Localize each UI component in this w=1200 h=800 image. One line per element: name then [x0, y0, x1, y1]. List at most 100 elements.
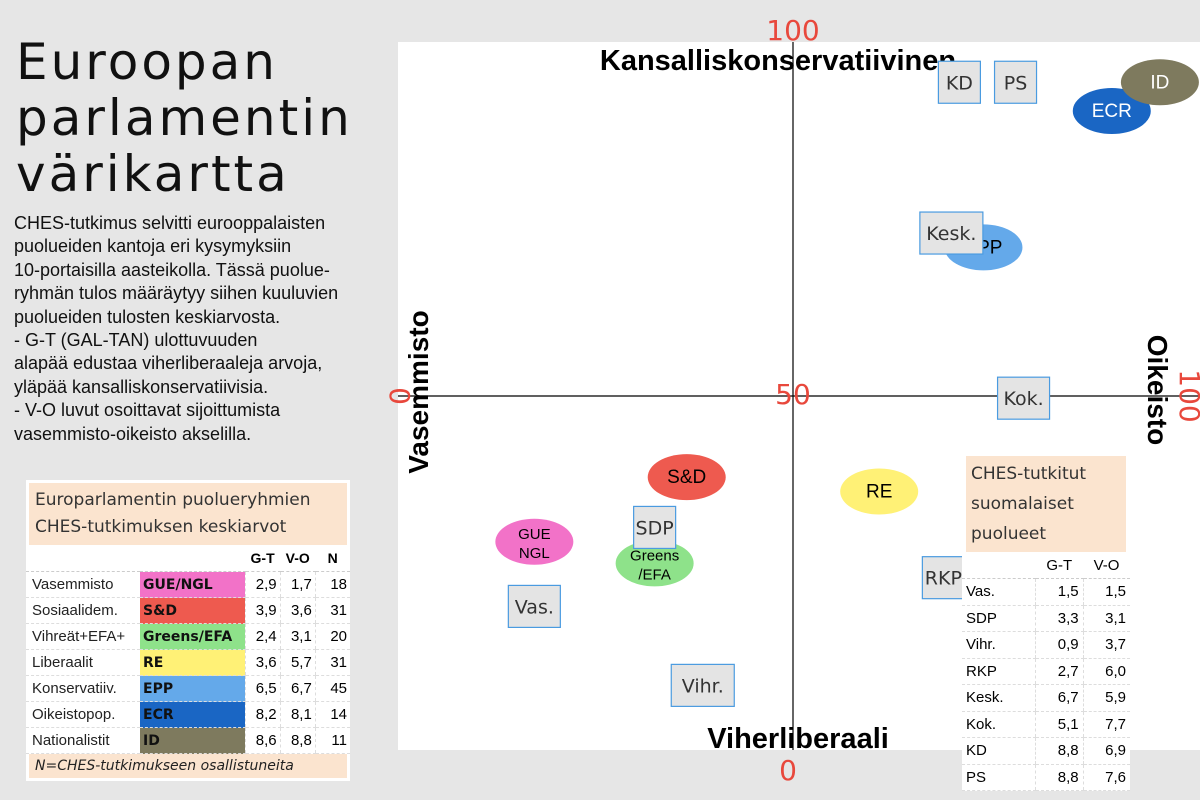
- group-table-header-blank: [140, 545, 245, 572]
- finnish-table-header-vo: V-O: [1083, 552, 1130, 579]
- finnish-table-row: SDP 3,3 3,1: [962, 605, 1130, 632]
- party-label: PS: [1004, 72, 1028, 94]
- group-label: ECR: [1092, 101, 1132, 122]
- group-category-cell: Liberaalit: [26, 649, 141, 676]
- group-name-cell: RE: [140, 649, 245, 676]
- party-label: Kesk.: [926, 223, 976, 245]
- finnish-table-heading: CHES-tutkitut suomalaiset puolueet: [966, 456, 1126, 552]
- finnish-table-row: KD 8,8 6,9: [962, 737, 1130, 765]
- party-name-cell: Kok.: [962, 711, 1036, 738]
- page-title: Euroopan parlamentin värikartta: [16, 33, 353, 203]
- finnish-table-row: Vihr. 0,9 3,7: [962, 631, 1130, 659]
- group-category-cell: Nationalistit: [26, 727, 141, 754]
- party-label: Vas.: [515, 596, 554, 618]
- party-vo-cell: 3,1: [1082, 605, 1130, 632]
- group-vo-cell: 3,6: [279, 597, 316, 624]
- group-name-cell: GUE/NGL: [140, 571, 245, 598]
- group-name-cell: ECR: [140, 701, 245, 728]
- finnish-table-header-gt: G-T: [1035, 552, 1084, 579]
- group-table-header-gt: G-T: [245, 545, 281, 572]
- group-n-cell: 18: [314, 571, 350, 598]
- group-marker: [495, 518, 574, 565]
- party-label: RKP: [925, 568, 962, 590]
- party-name-cell: KD: [962, 737, 1036, 765]
- scatter-chart: Kansalliskonservatiivinen Viherliberaali G…: [398, 42, 1200, 750]
- party-name-cell: Vihr.: [962, 631, 1036, 659]
- party-vo-cell: 7,6: [1082, 764, 1130, 791]
- party-gt-cell: 2,7: [1034, 658, 1084, 685]
- party-vo-cell: 6,0: [1082, 658, 1130, 685]
- finnish-table-panel: CHES-tutkitut suomalaiset puolueet G-T V…: [962, 456, 1130, 791]
- party-marker: [937, 60, 982, 104]
- finnish-table-row: Kok. 5,1 7,7: [962, 711, 1130, 738]
- group-table-row: Nationalistit ID 8,6 8,8 11: [26, 727, 350, 754]
- party-name-cell: Kesk.: [962, 684, 1036, 712]
- group-gt-cell: 8,2: [244, 701, 281, 728]
- group-marker: [840, 468, 919, 515]
- finnish-table-row: PS 8,8 7,6: [962, 764, 1130, 791]
- party-name-cell: RKP: [962, 658, 1036, 685]
- group-n-cell: 20: [314, 623, 350, 650]
- group-table-panel: Europarlamentin puolueryhmien CHES-tutki…: [26, 480, 350, 781]
- group-label: ID: [1150, 72, 1169, 93]
- group-n-cell: 31: [314, 649, 350, 676]
- group-category-cell: Konservatiiv.: [26, 675, 141, 702]
- party-marker: [507, 584, 561, 629]
- group-marker: [615, 540, 694, 587]
- group-gt-cell: 2,9: [244, 571, 281, 598]
- party-label: SDP: [636, 517, 674, 539]
- party-gt-cell: 1,5: [1034, 578, 1084, 606]
- group-gt-cell: 8,6: [244, 727, 281, 754]
- group-table-footnote: N=CHES-tutkimukseen osallistuneita: [29, 754, 347, 778]
- group-marker: [1120, 59, 1199, 106]
- party-vo-cell: 7,7: [1082, 711, 1130, 738]
- finnish-table-header-row: G-T V-O: [962, 552, 1130, 579]
- group-table-heading: Europarlamentin puolueryhmien CHES-tutki…: [29, 483, 347, 545]
- group-n-cell: 11: [314, 727, 350, 754]
- group-table-row: Vihreät+EFA+ Greens/EFA 2,4 3,1 20: [26, 623, 350, 650]
- group-name-cell: EPP: [140, 675, 245, 702]
- group-name-cell: Greens/EFA: [140, 623, 245, 650]
- party-marker: [993, 60, 1038, 104]
- party-vo-cell: 1,5: [1082, 578, 1130, 606]
- party-label: Kok.: [1003, 388, 1043, 410]
- description-text: CHES-tutkimus selvitti eurooppalaisten p…: [14, 213, 339, 444]
- group-table: G-T V-O N Vasemmisto GUE/NGL 2,9 1,7 18 Sosia…: [26, 545, 350, 754]
- axis-label-top: Kansalliskonservatiivinen: [600, 45, 956, 77]
- group-vo-cell: 6,7: [279, 675, 316, 702]
- party-marker: [919, 211, 984, 255]
- group-vo-cell: 8,8: [279, 727, 316, 754]
- group-marker: [647, 454, 726, 501]
- party-gt-cell: 8,8: [1034, 764, 1084, 791]
- party-vo-cell: 5,9: [1082, 684, 1130, 712]
- group-vo-cell: 3,1: [279, 623, 316, 650]
- party-marker: [921, 556, 965, 600]
- finnish-table-row: Kesk. 6,7 5,9: [962, 684, 1130, 712]
- group-name-cell: S&D: [140, 597, 245, 624]
- group-vo-cell: 1,7: [279, 571, 316, 598]
- party-gt-cell: 3,3: [1034, 605, 1084, 632]
- party-gt-cell: 5,1: [1034, 711, 1084, 738]
- finnish-table-row: Vas. 1,5 1,5: [962, 578, 1130, 606]
- finnish-table: G-T V-O Vas. 1,5 1,5 SDP 3,3 3,1 Vihr. 0,9 3,7 RK…: [962, 552, 1130, 791]
- group-table-row: Vasemmisto GUE/NGL 2,9 1,7 18: [26, 571, 350, 598]
- group-table-header-blank: [26, 545, 141, 572]
- group-label: RE: [866, 482, 892, 503]
- group-n-cell: 31: [314, 597, 350, 624]
- group-table-header-n: N: [315, 545, 350, 572]
- group-gt-cell: 2,4: [244, 623, 281, 650]
- group-table-row: Oikeistopop. ECR 8,2 8,1 14: [26, 701, 350, 728]
- party-gt-cell: 8,8: [1034, 737, 1084, 765]
- party-vo-cell: 6,9: [1082, 737, 1130, 765]
- party-name-cell: PS: [962, 764, 1036, 791]
- axis-label-bottom: Viherliberaali: [707, 723, 889, 750]
- party-gt-cell: 0,9: [1034, 631, 1084, 659]
- party-name-cell: SDP: [962, 605, 1036, 632]
- group-table-row: Konservatiiv. EPP 6,5 6,7 45: [26, 675, 350, 702]
- group-table-header-row: G-T V-O N: [26, 545, 350, 572]
- group-marker: [1072, 87, 1151, 134]
- party-label: Vihr.: [682, 675, 724, 697]
- group-gt-cell: 3,9: [244, 597, 281, 624]
- party-name-cell: Vas.: [962, 578, 1036, 606]
- group-label: GUE NGL: [518, 526, 551, 562]
